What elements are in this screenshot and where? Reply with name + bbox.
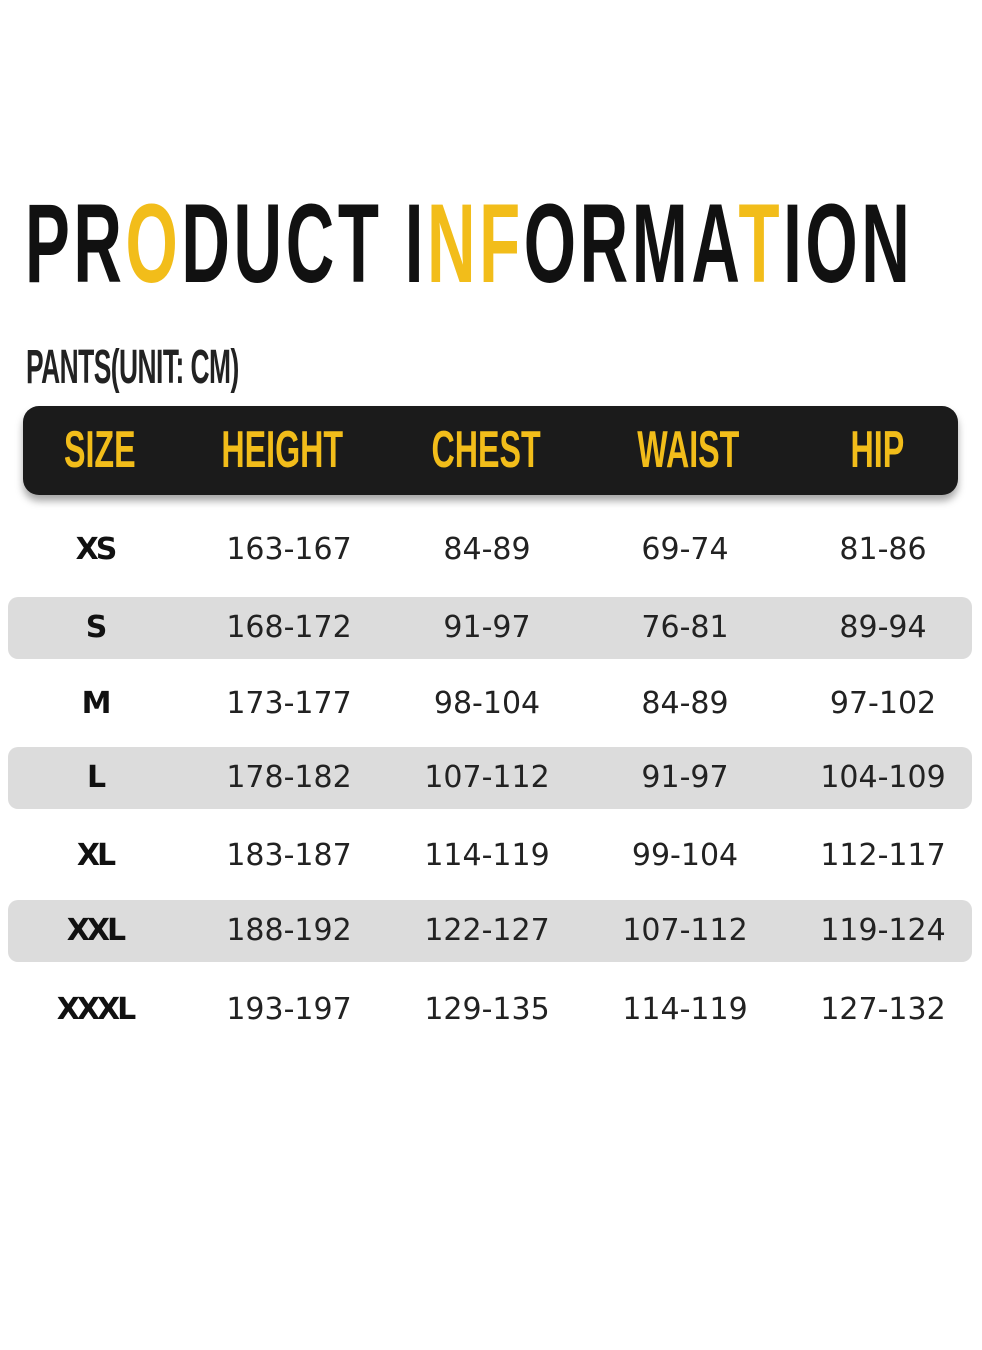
page-title: PRODUCT INFORMATION	[25, 188, 913, 300]
column-header-label: WAIST	[636, 421, 740, 479]
cell-height: 193-197	[226, 992, 352, 1027]
cell-height: 168-172	[226, 610, 352, 645]
column-header-size: SIZE	[0, 406, 200, 495]
column-header-chest: CHEST	[386, 406, 586, 495]
title-segment: DUCT I	[181, 181, 428, 306]
cell-waist: 76-81	[641, 610, 729, 645]
table-row: L 178-182 107-112 91-97 104-109	[8, 747, 972, 809]
cell-chest: 84-89	[443, 532, 531, 567]
table-row: XXXL 193-197 129-135 114-119 127-132	[8, 979, 972, 1041]
cell-hip: 97-102	[829, 686, 937, 721]
cell-hip: 104-109	[820, 760, 946, 795]
cell-waist: 99-104	[631, 838, 739, 873]
title-segment-highlight: T	[738, 181, 784, 306]
cell-height: 178-182	[226, 760, 352, 795]
cell-size: XXXL	[56, 992, 137, 1027]
cell-size: S	[85, 610, 108, 645]
cell-height: 163-167	[226, 532, 352, 567]
title-segment-highlight: O	[125, 181, 182, 306]
table-header: SIZE HEIGHT CHEST WAIST HIP	[23, 406, 958, 495]
cell-waist: 91-97	[641, 760, 729, 795]
column-header-label: SIZE	[64, 421, 136, 479]
column-header-label: CHEST	[431, 421, 541, 479]
cell-chest: 114-119	[424, 838, 550, 873]
cell-chest: 91-97	[443, 610, 531, 645]
cell-hip: 89-94	[839, 610, 927, 645]
cell-waist: 69-74	[641, 532, 729, 567]
column-header-hip: HIP	[777, 406, 977, 495]
cell-chest: 122-127	[424, 913, 550, 948]
title-segment: PR	[25, 181, 126, 306]
cell-waist: 84-89	[641, 686, 729, 721]
cell-chest: 107-112	[424, 760, 550, 795]
cell-height: 173-177	[226, 686, 352, 721]
cell-hip: 81-86	[839, 532, 927, 567]
cell-hip: 112-117	[820, 838, 946, 873]
cell-hip: 119-124	[820, 913, 946, 948]
column-header-height: HEIGHT	[182, 406, 382, 495]
cell-height: 183-187	[226, 838, 352, 873]
cell-size: XXL	[66, 913, 126, 948]
title-segment-highlight: NF	[427, 181, 524, 306]
table-row: XL 183-187 114-119 99-104 112-117	[8, 825, 972, 887]
column-header-label: HIP	[850, 421, 904, 479]
table-row: XXL 188-192 122-127 107-112 119-124	[8, 900, 972, 962]
table-row: S 168-172 91-97 76-81 89-94	[8, 597, 972, 659]
cell-size: XL	[76, 838, 116, 873]
table-subtitle: PANTS(UNIT: CM)	[26, 341, 239, 394]
cell-chest: 129-135	[424, 992, 550, 1027]
cell-waist: 107-112	[622, 913, 748, 948]
table-row: XS 163-167 84-89 69-74 81-86	[8, 519, 972, 581]
column-header-waist: WAIST	[588, 406, 788, 495]
cell-size: L	[86, 760, 106, 795]
cell-height: 188-192	[226, 913, 352, 948]
title-segment: ORMA	[523, 181, 739, 306]
column-header-label: HEIGHT	[221, 421, 343, 479]
table-row: M 173-177 98-104 84-89 97-102	[8, 673, 972, 735]
cell-waist: 114-119	[622, 992, 748, 1027]
title-segment: ION	[783, 181, 914, 306]
cell-size: M	[81, 686, 112, 721]
cell-size: XS	[75, 532, 118, 567]
cell-hip: 127-132	[820, 992, 946, 1027]
cell-chest: 98-104	[433, 686, 541, 721]
